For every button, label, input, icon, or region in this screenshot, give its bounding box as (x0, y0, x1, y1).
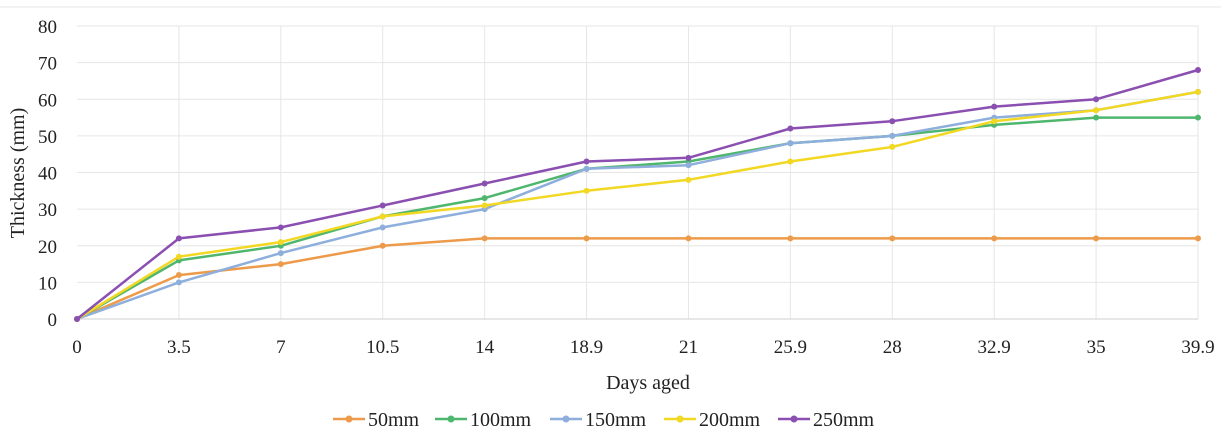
legend-marker (676, 415, 684, 423)
data-point (175, 235, 182, 242)
data-point (481, 180, 488, 187)
y-tick-label: 20 (38, 237, 57, 258)
data-point (1195, 114, 1201, 121)
x-tick-label: 39.9 (1181, 337, 1214, 358)
data-point (1093, 114, 1100, 121)
legend-marker (345, 415, 353, 423)
data-point (991, 103, 998, 110)
x-tick-label: 35 (1087, 337, 1106, 358)
legend-item: 100mm (435, 409, 532, 431)
y-tick-label: 70 (38, 54, 57, 75)
x-axis-title: Days aged (606, 372, 690, 394)
data-point (1195, 235, 1201, 242)
y-tick-label: 60 (38, 90, 57, 111)
legend-marker (562, 415, 570, 423)
series-line-200mm (76, 90, 1199, 321)
data-point (481, 195, 488, 202)
series-250mm (74, 66, 1201, 322)
data-point (481, 202, 488, 209)
data-point (889, 143, 896, 150)
legend-item: 200mm (664, 409, 761, 431)
data-point (379, 224, 386, 231)
legend: 50mm 100mm 150mm 200mm 250mm (333, 409, 875, 431)
legend-item: 250mm (778, 409, 875, 431)
y-tick-label: 30 (38, 200, 57, 221)
data-point (787, 125, 794, 132)
data-point (175, 253, 182, 260)
legend-marker (447, 415, 455, 423)
legend-label: 100mm (470, 409, 532, 431)
x-tick-label: 7 (276, 337, 286, 358)
x-tick-label: 14 (475, 337, 495, 358)
data-point (685, 162, 692, 169)
series-line-250mm (76, 68, 1199, 320)
x-tick-label: 18.9 (570, 337, 603, 358)
data-point (175, 272, 182, 279)
y-tick-label: 10 (38, 273, 57, 294)
x-tick-label: 3.5 (167, 337, 191, 358)
x-tick-label: 25.9 (774, 337, 807, 358)
series-150mm (74, 88, 1201, 322)
axes: 0 10 20 30 40 50 60 70 80 0 3.5 7 10.5 14 18.9 21 25.9 28… (38, 17, 1215, 358)
data-point (1093, 96, 1100, 103)
legend-label: 200mm (699, 409, 761, 431)
data-point (685, 176, 692, 183)
gridlines (0, 6, 1221, 319)
data-point (889, 118, 896, 125)
data-point (379, 202, 386, 209)
legend-label: 150mm (585, 409, 647, 431)
data-point (1195, 66, 1201, 73)
x-tick-label: 0 (72, 337, 82, 358)
data-point (277, 224, 284, 231)
data-point (1093, 107, 1100, 114)
data-point (991, 118, 998, 125)
legend-item: 50mm (333, 409, 420, 431)
legend-label: 250mm (813, 409, 875, 431)
data-point (787, 140, 794, 147)
data-point (277, 250, 284, 257)
data-point (991, 235, 998, 242)
legend-label: 50mm (368, 409, 420, 431)
x-tick-label: 10.5 (366, 337, 399, 358)
y-tick-label: 80 (38, 17, 57, 38)
data-point (787, 158, 794, 165)
data-point (685, 154, 692, 161)
y-axis-title: Thickness (mm) (7, 108, 29, 239)
y-tick-label: 0 (48, 310, 58, 331)
data-point (889, 132, 896, 139)
series-200mm (74, 88, 1201, 322)
series-lines (74, 66, 1201, 322)
x-tick-label: 21 (679, 337, 698, 358)
legend-marker (790, 415, 798, 423)
data-point (277, 239, 284, 246)
legend-item: 150mm (550, 409, 647, 431)
data-point (583, 158, 590, 165)
data-point (583, 187, 590, 194)
data-point (583, 165, 590, 172)
series-50mm (74, 235, 1201, 322)
y-tick-label: 40 (38, 164, 57, 185)
data-point (74, 316, 80, 322)
x-tick-label: 32.9 (978, 337, 1011, 358)
series-line-50mm (76, 237, 1198, 321)
data-point (583, 235, 590, 242)
data-point (889, 235, 896, 242)
series-line-100mm (76, 116, 1198, 321)
data-point (1195, 88, 1201, 95)
y-tick-label: 50 (38, 127, 57, 148)
data-point (379, 213, 386, 220)
data-point (277, 261, 284, 268)
series-line-150mm (76, 90, 1199, 321)
data-point (481, 235, 488, 242)
data-point (787, 235, 794, 242)
data-point (1093, 235, 1100, 242)
data-point (175, 279, 182, 286)
data-point (379, 242, 386, 249)
data-point (685, 235, 692, 242)
x-tick-label: 28 (883, 337, 902, 358)
series-100mm (74, 114, 1201, 322)
